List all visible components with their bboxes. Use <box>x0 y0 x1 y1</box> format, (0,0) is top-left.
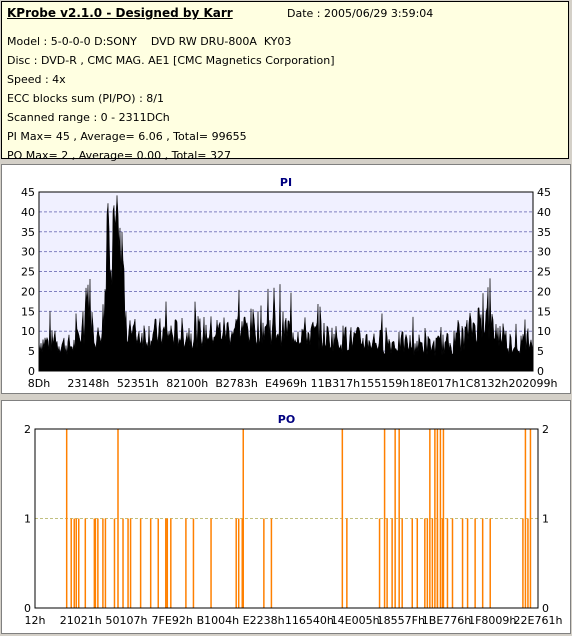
po-summary-line: PO Max= 2 , Average= 0.00 , Total= 327 <box>7 149 231 162</box>
pi-plot-border <box>38 191 534 372</box>
pi-ytick-right: 45 <box>537 186 551 199</box>
po-xtick-label: 1BE776h <box>422 614 471 627</box>
pi-ytick-right: 20 <box>537 285 551 298</box>
pi-chart-title: PI <box>280 176 292 189</box>
po-ytick-right: 2 <box>542 423 549 436</box>
po-ytick-left: 0 <box>24 602 31 615</box>
pi-ytick-left: 20 <box>21 285 35 298</box>
po-chart-title: PO <box>278 413 295 426</box>
po-chart-panel: PO 0 0 1 1 2 2 12h 21021h 50107h 7FE92h B1004h E2238… <box>1 400 571 634</box>
po-xtick-label: 21021h <box>60 614 102 627</box>
po-plot-border <box>34 428 539 609</box>
po-xtick-label: 18557Fh <box>377 614 425 627</box>
pi-xtick-label: 202099h <box>509 377 558 390</box>
po-xtick-label: 1F8009h <box>468 614 516 627</box>
pi-xtick-label: 11B317h <box>311 377 361 390</box>
pi-summary-line: PI Max= 45 , Average= 6.06 , Total= 9965… <box>7 130 247 143</box>
pi-ytick-left: 35 <box>21 226 35 239</box>
pi-xtick-label: B2783h <box>215 377 258 390</box>
pi-ytick-left: 5 <box>28 345 35 358</box>
pi-ytick-left: 15 <box>21 305 35 318</box>
pi-xtick-label: 82100h <box>166 377 208 390</box>
po-ytick-left: 2 <box>24 423 31 436</box>
pi-xtick-label: 52351h <box>117 377 159 390</box>
pi-ytick-right: 30 <box>537 246 551 259</box>
pi-ytick-right: 35 <box>537 226 551 239</box>
app-title: KProbe v2.1.0 - Designed by Karr <box>7 6 233 20</box>
pi-ytick-right: 5 <box>537 345 544 358</box>
pi-series-area <box>38 195 534 372</box>
po-xtick-label: 14E005h <box>331 614 380 627</box>
pi-xtick-label: E4969h <box>265 377 307 390</box>
disc-line: Disc : DVD-R , CMC MAG. AE1 [CMC Magneti… <box>7 54 335 67</box>
pi-xtick-label: 155159h <box>360 377 409 390</box>
po-ytick-right: 0 <box>542 602 549 615</box>
model-line: Model : 5-0-0-0 D:SONY DVD RW DRU-800A K… <box>7 35 292 48</box>
pi-xtick-label: 23148h <box>67 377 109 390</box>
pi-ytick-right: 0 <box>537 365 544 378</box>
pi-xtick-label: 18E017h <box>410 377 459 390</box>
po-xtick-label: B1004h <box>197 614 240 627</box>
pi-ytick-right: 40 <box>537 206 551 219</box>
po-ytick-right: 1 <box>542 513 549 526</box>
scan-info-panel: KProbe v2.1.0 - Designed by Karr Date : … <box>1 1 569 162</box>
pi-ytick-left: 30 <box>21 246 35 259</box>
po-chart: PO 0 0 1 1 2 2 12h 21021h 50107h 7FE92h B1004h E2238… <box>24 413 563 627</box>
pi-chart: PI 0 0 5 5 10 10 15 15 20 20 25 25 30 30 35 35 40 40 45 45 8D… <box>21 176 558 390</box>
po-ytick-left: 1 <box>24 513 31 526</box>
pi-ytick-left: 10 <box>21 325 35 338</box>
speed-line: Speed : 4x <box>7 73 66 86</box>
po-xtick-label: 22E761h <box>514 614 563 627</box>
pi-chart-panel: PI 0 0 5 5 10 10 15 15 20 20 25 25 30 30 35 35 40 40 45 45 8D… <box>1 164 571 394</box>
po-xtick-label: E2238h <box>243 614 285 627</box>
ecc-line: ECC blocks sum (PI/PO) : 8/1 <box>7 92 164 105</box>
po-xtick-label: 12h <box>25 614 46 627</box>
pi-ytick-left: 25 <box>21 266 35 279</box>
po-xtick-label: 7FE92h <box>152 614 193 627</box>
pi-ytick-right: 25 <box>537 266 551 279</box>
po-xtick-label: 50107h <box>105 614 147 627</box>
pi-xtick-label: 8Dh <box>28 377 50 390</box>
pi-xtick-label: 1C8132h <box>459 377 509 390</box>
scan-date: Date : 2005/06/29 3:59:04 <box>287 7 434 20</box>
range-line: Scanned range : 0 - 2311DCh <box>7 111 170 124</box>
pi-ytick-left: 45 <box>21 186 35 199</box>
pi-ytick-right: 15 <box>537 305 551 318</box>
pi-ytick-right: 10 <box>537 325 551 338</box>
pi-ytick-left: 0 <box>28 365 35 378</box>
pi-ytick-left: 40 <box>21 206 35 219</box>
po-xtick-label: 116540h <box>285 614 334 627</box>
